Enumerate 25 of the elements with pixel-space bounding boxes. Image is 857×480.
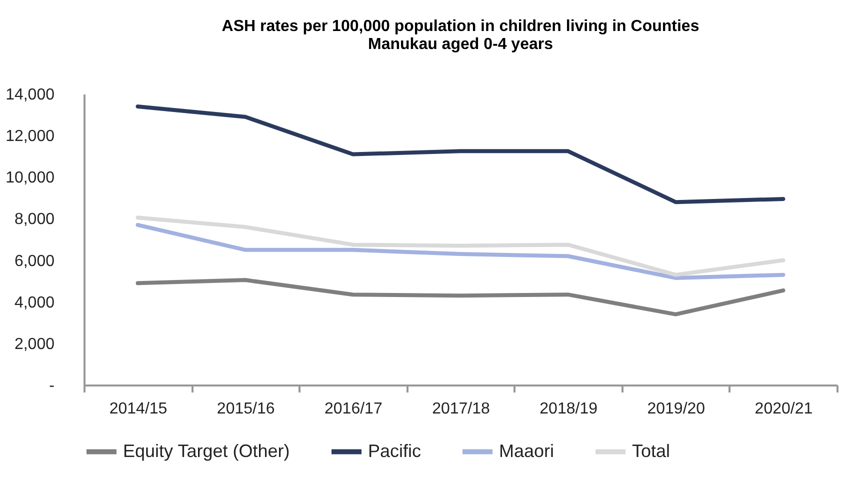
line-series — [136, 222, 786, 280]
legend-label: Total — [632, 440, 670, 461]
x-tick-label: 2016/17 — [324, 400, 382, 418]
x-tick-label: 2015/16 — [216, 400, 275, 418]
x-tick-label: 2018/19 — [540, 400, 598, 418]
text: Manukau aged 0-4 years — [368, 36, 553, 53]
x-tick-label: 2019/20 — [647, 400, 706, 418]
y-tick-label: 4,000 — [14, 294, 55, 312]
text: ASH rates per 100,000 population in children living in Counties — [222, 18, 700, 35]
y-tick-label: 6,000 — [14, 252, 55, 270]
line-series — [136, 216, 786, 277]
y-tick-label: 14,000 — [6, 86, 55, 104]
y-tick-label: 2,000 — [14, 336, 55, 353]
x-tick-label: 2014/15 — [109, 400, 168, 418]
line-series — [136, 104, 786, 204]
y-tick-label: 10,000 — [6, 170, 55, 187]
legend-label: Pacific — [368, 440, 422, 461]
legend-label: Maaori — [499, 440, 554, 461]
y-tick-label: 8,000 — [14, 211, 55, 228]
line-series — [136, 278, 786, 316]
x-tick-label: 2020/21 — [754, 400, 813, 418]
legend-label: Equity Target (Other) — [123, 440, 290, 461]
y-tick-label: 12,000 — [6, 128, 55, 146]
y-tick-label: - — [49, 378, 54, 394]
x-tick-label: 2017/18 — [432, 400, 490, 418]
